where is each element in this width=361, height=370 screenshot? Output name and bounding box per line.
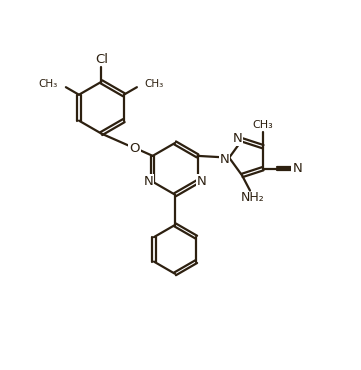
- Text: CH₃: CH₃: [253, 120, 273, 130]
- Text: CH₃: CH₃: [145, 79, 164, 89]
- Text: O: O: [130, 142, 140, 155]
- Text: N: N: [197, 175, 207, 188]
- Text: CH₃: CH₃: [39, 79, 58, 89]
- Text: Cl: Cl: [95, 53, 108, 66]
- Text: N: N: [232, 132, 242, 145]
- Text: N: N: [143, 175, 153, 188]
- Text: N: N: [219, 153, 229, 166]
- Text: N: N: [292, 162, 302, 175]
- Text: NH₂: NH₂: [241, 191, 265, 204]
